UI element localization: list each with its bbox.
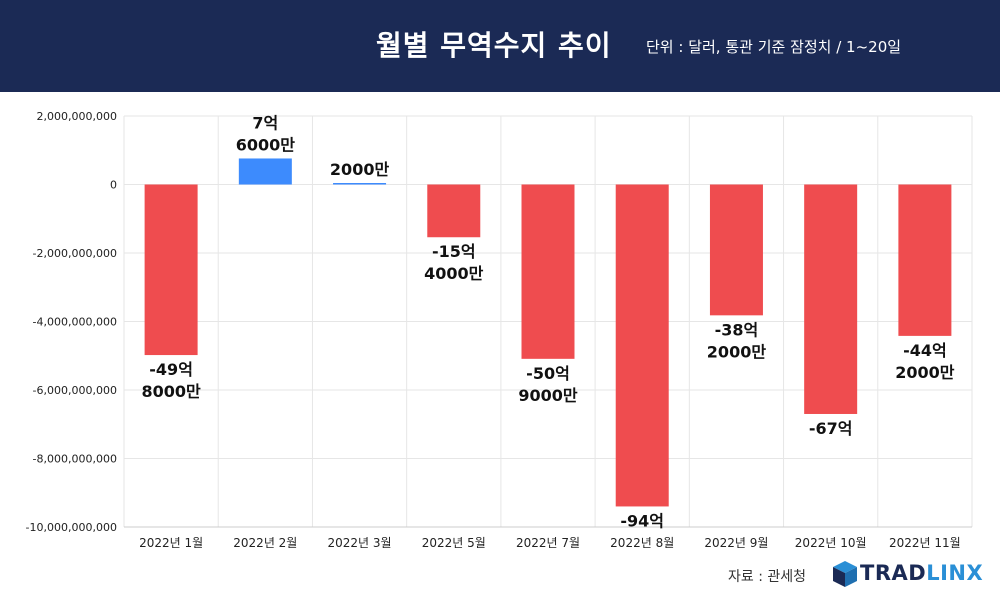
y-tick-label: -10,000,000,000 [26,521,117,534]
data-label: 2000만 [707,342,767,361]
x-tick-label: 2022년 5월 [422,536,486,550]
y-tick-label: 0 [110,179,117,192]
bar [804,184,858,414]
logo-text-linx: LINX [926,561,984,585]
x-tick-label: 2022년 3월 [328,536,392,550]
data-label: 6000만 [236,135,296,154]
header-banner: 월별 무역수지 추이 단위 : 달러, 통관 기준 잠정치 / 1~20일 [0,0,1000,92]
y-tick-label: -4,000,000,000 [33,316,117,329]
y-axis-tick-labels: 2,000,000,000 0 -2,000,000,000 -4,000,000,0… [26,110,117,534]
data-label: 8000만 [141,382,201,401]
x-tick-label: 2022년 8월 [610,536,674,550]
x-tick-label: 2022년 1월 [139,536,203,550]
chart-title: 월별 무역수지 추이 [376,29,612,62]
data-labels: -49억 8000만 7억 6000만 2000만 -15억 4000만 -50억 9000만 -… [141,113,954,530]
bar [709,184,763,316]
data-label: -49억 [149,360,193,379]
bar [427,184,481,238]
grid-lines [123,115,973,528]
bars [144,158,952,507]
cube-icon [833,561,857,587]
x-tick-label: 2022년 2월 [233,536,297,550]
y-tick-label: -2,000,000,000 [33,247,117,260]
bar [333,183,387,185]
data-label: -94억 [620,511,664,530]
x-tick-label: 2022년 10월 [795,536,867,550]
y-tick-label: -6,000,000,000 [33,384,117,397]
data-label: 7억 [252,113,278,132]
tradlinx-logo: TRADLINX [832,560,992,588]
y-tick-label: -8,000,000,000 [33,453,117,466]
bar [898,184,952,336]
y-tick-label: 2,000,000,000 [37,110,117,123]
x-tick-label: 2022년 11월 [889,536,961,550]
data-label: -15억 [432,242,476,261]
logo-text-trad: TRAD [860,561,927,585]
x-tick-label: 2022년 7월 [516,536,580,550]
bar [615,184,669,507]
source-note: 자료 : 관세청 [728,569,807,585]
data-label: -50억 [526,364,570,383]
bar [238,158,292,185]
x-axis-tick-labels: 2022년 1월 2022년 2월 2022년 3월 2022년 5월 2022년 7월… [139,536,961,550]
data-label: -67억 [809,419,853,438]
data-label: 2000만 [330,160,390,179]
data-label: -44억 [903,341,947,360]
data-label: -38억 [715,320,759,339]
bar [521,184,575,359]
x-tick-label: 2022년 9월 [704,536,768,550]
bar-chart: 2,000,000,000 0 -2,000,000,000 -4,000,000,0… [26,110,973,550]
data-label: 2000만 [895,363,955,382]
data-label: 4000만 [424,264,484,283]
bar [144,184,198,356]
chart-unit-note: 단위 : 달러, 통관 기준 잠정치 / 1~20일 [646,38,902,56]
data-label: 9000만 [518,386,578,405]
